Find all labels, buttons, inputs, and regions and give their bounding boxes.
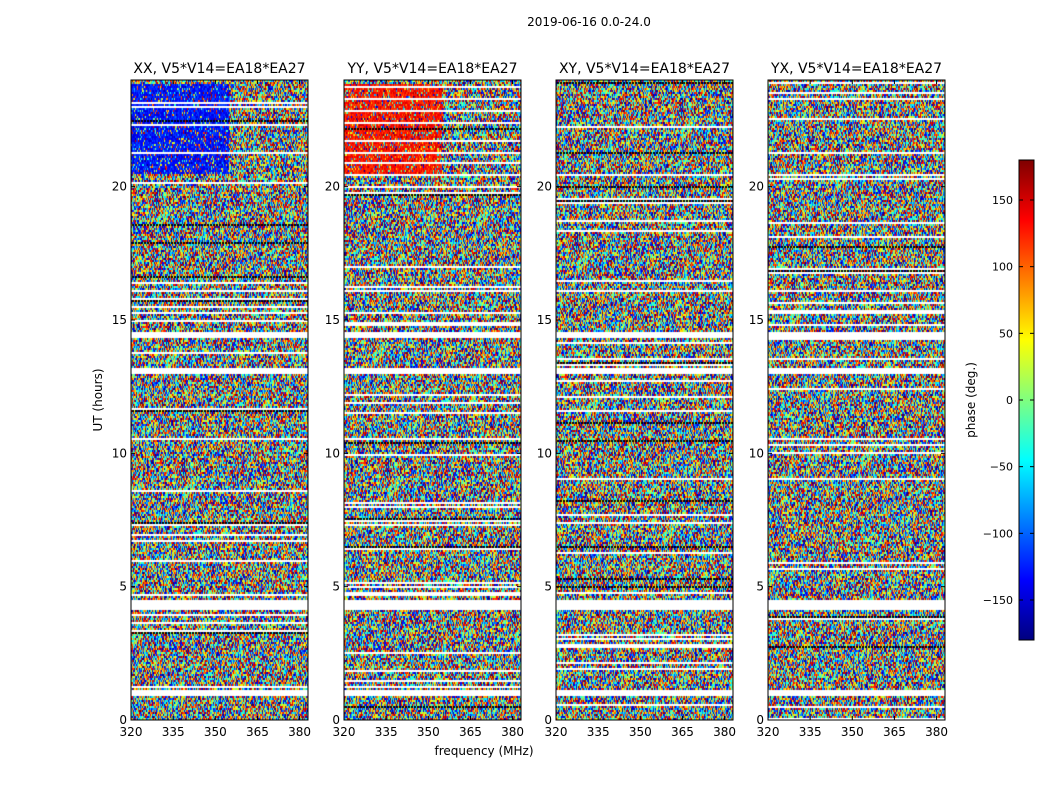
x-axis-label: frequency (MHz) bbox=[434, 744, 533, 758]
colorbar-tick-label: 150 bbox=[992, 194, 1013, 207]
y-tick-label: 0 bbox=[332, 713, 340, 727]
panel-yx: YX, V5*V14=EA18*EA27 320 335 350 365 380 0 5 10 1… bbox=[749, 61, 948, 739]
y-tick-label: 0 bbox=[544, 713, 552, 727]
y-tick-label: 5 bbox=[332, 580, 340, 594]
x-tick-label: 380 bbox=[288, 725, 311, 739]
heatmap-xy bbox=[556, 80, 733, 720]
x-tick-label: 320 bbox=[120, 725, 143, 739]
x-tick-label: 365 bbox=[459, 725, 482, 739]
panel-title: XY, V5*V14=EA18*EA27 bbox=[559, 61, 730, 77]
heatmap-yy bbox=[344, 80, 521, 720]
y-tick-label: 5 bbox=[544, 580, 552, 594]
y-tick-label: 5 bbox=[756, 580, 764, 594]
y-tick-label: 20 bbox=[749, 180, 764, 194]
panel-frame bbox=[343, 79, 522, 721]
y-axis-label: UT (hours) bbox=[91, 368, 105, 431]
colorbar: −150 −100 −50 0 50 100 150 phase (deg.) bbox=[964, 159, 1035, 641]
panel-frame bbox=[130, 79, 309, 721]
colorbar-tick-label: 50 bbox=[999, 327, 1013, 340]
colorbar-label: phase (deg.) bbox=[964, 362, 978, 438]
figure-title: 2019-06-16 0.0-24.0 bbox=[527, 15, 651, 29]
y-tick-label: 15 bbox=[112, 313, 127, 327]
heatmap-xx bbox=[131, 80, 308, 720]
panels-group: XX, V5*V14=EA18*EA27 320 335 350 365 380 0 5 10 1… bbox=[112, 61, 948, 739]
colorbar-tick-label: 100 bbox=[992, 261, 1013, 274]
x-tick-label: 380 bbox=[925, 725, 948, 739]
x-tick-label: 365 bbox=[246, 725, 269, 739]
heatmap-yx bbox=[768, 80, 945, 720]
y-tick-label: 0 bbox=[119, 713, 127, 727]
panel-title: YY, V5*V14=EA18*EA27 bbox=[346, 61, 517, 77]
x-tick-label: 335 bbox=[799, 725, 822, 739]
y-tick-label: 20 bbox=[537, 180, 552, 194]
y-tick-label: 10 bbox=[537, 446, 552, 460]
panel-yy: YY, V5*V14=EA18*EA27 320 335 350 365 380 0 5 10 1… bbox=[325, 61, 524, 739]
x-tick-label: 320 bbox=[333, 725, 356, 739]
x-tick-label: 320 bbox=[545, 725, 568, 739]
y-tick-label: 10 bbox=[749, 446, 764, 460]
x-tick-label: 350 bbox=[417, 725, 440, 739]
x-tick-label: 350 bbox=[841, 725, 864, 739]
colorbar-tick-label: 0 bbox=[1006, 394, 1013, 407]
y-tick-label: 0 bbox=[756, 713, 764, 727]
panel-xy: XY, V5*V14=EA18*EA27 320 335 350 365 380 0 5 10 1… bbox=[537, 61, 736, 739]
panel-frame bbox=[555, 79, 734, 721]
y-tick-label: 15 bbox=[537, 313, 552, 327]
y-tick-label: 10 bbox=[112, 446, 127, 460]
x-tick-label: 320 bbox=[757, 725, 780, 739]
panel-title: XX, V5*V14=EA18*EA27 bbox=[133, 61, 305, 77]
y-tick-label: 15 bbox=[749, 313, 764, 327]
colorbar-tick-label: −100 bbox=[983, 527, 1013, 540]
y-tick-label: 10 bbox=[325, 446, 340, 460]
x-tick-label: 335 bbox=[587, 725, 610, 739]
x-tick-label: 365 bbox=[671, 725, 694, 739]
panel-title: YX, V5*V14=EA18*EA27 bbox=[770, 61, 942, 77]
panel-frame bbox=[767, 79, 946, 721]
x-tick-label: 335 bbox=[162, 725, 185, 739]
y-tick-label: 20 bbox=[325, 180, 340, 194]
colorbar-ticks: −150 −100 −50 0 50 100 150 bbox=[983, 194, 1034, 607]
x-tick-label: 350 bbox=[629, 725, 652, 739]
colorbar-tick-label: −150 bbox=[983, 594, 1013, 607]
y-tick-label: 20 bbox=[112, 180, 127, 194]
y-tick-label: 15 bbox=[325, 313, 340, 327]
y-tick-label: 5 bbox=[119, 580, 127, 594]
x-tick-label: 365 bbox=[883, 725, 906, 739]
x-tick-label: 380 bbox=[713, 725, 736, 739]
panel-xx: XX, V5*V14=EA18*EA27 320 335 350 365 380 0 5 10 1… bbox=[112, 61, 311, 739]
x-tick-label: 380 bbox=[501, 725, 524, 739]
colorbar-tick-label: −50 bbox=[990, 461, 1013, 474]
x-tick-label: 350 bbox=[204, 725, 227, 739]
x-tick-label: 335 bbox=[375, 725, 398, 739]
